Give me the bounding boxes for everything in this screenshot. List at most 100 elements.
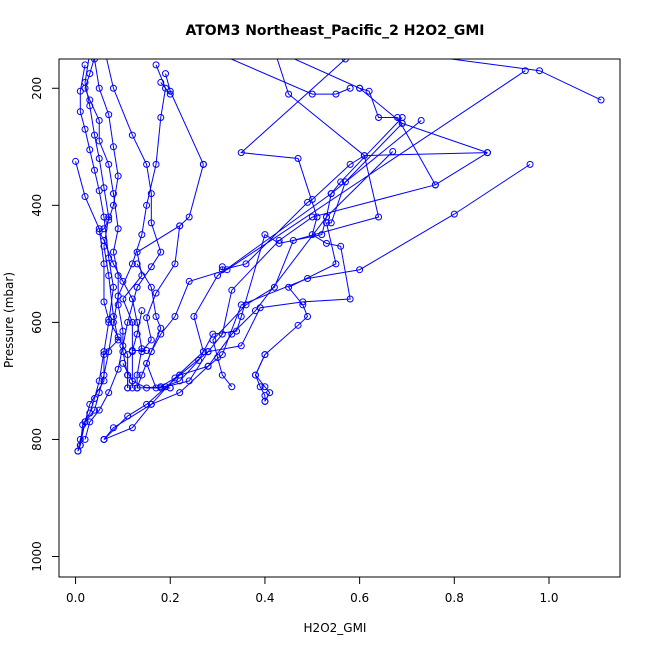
data-point — [100, 260, 108, 268]
data-point — [299, 301, 307, 309]
data-point — [261, 231, 269, 239]
series-10 — [162, 70, 207, 168]
data-point — [398, 114, 406, 122]
data-point — [105, 348, 113, 356]
data-point — [133, 371, 141, 379]
data-point — [119, 295, 127, 303]
series-line — [136, 70, 526, 389]
data-point — [597, 96, 605, 104]
data-point — [341, 178, 349, 186]
series-18 — [191, 38, 206, 50]
data-point — [143, 314, 151, 322]
series-line — [254, 123, 403, 402]
data-point — [322, 213, 330, 221]
data-point — [199, 348, 207, 356]
series-20 — [251, 119, 406, 405]
data-point — [375, 213, 383, 221]
data-point — [157, 78, 165, 86]
series-line — [229, 59, 351, 95]
data-point — [375, 114, 383, 122]
data-point — [294, 321, 302, 329]
data-point — [138, 348, 146, 356]
data-point — [143, 160, 151, 168]
data-point — [251, 371, 259, 379]
data-point — [95, 116, 103, 124]
data-point — [200, 38, 206, 44]
data-point — [133, 260, 141, 268]
data-point — [81, 435, 89, 443]
series-line — [131, 310, 147, 351]
y-axis-label: Pressure (mbar) — [2, 272, 16, 368]
data-point — [100, 371, 108, 379]
data-point — [95, 137, 103, 145]
plot-area — [72, 38, 605, 455]
data-point — [215, 50, 221, 56]
data-point — [199, 160, 207, 168]
data-point — [162, 70, 170, 78]
data-point — [393, 114, 401, 122]
data-point — [133, 283, 141, 291]
data-point — [256, 383, 264, 391]
data-point — [204, 362, 212, 370]
data-point — [152, 160, 160, 168]
x-tick-label: 1.0 — [539, 591, 558, 605]
data-point — [133, 248, 141, 256]
data-point — [483, 149, 491, 157]
x-tick-label: 0.6 — [350, 591, 369, 605]
series-14 — [447, 59, 605, 104]
data-point — [171, 313, 179, 321]
data-point — [109, 84, 117, 92]
data-point — [214, 272, 222, 280]
x-tick-label: 0.0 — [66, 591, 85, 605]
y-tick-label: 200 — [30, 77, 44, 100]
x-axis: 0.0 0.2 0.4 0.6 0.8 1.0 — [66, 576, 559, 605]
data-point — [190, 313, 198, 321]
y-tick-label: 600 — [30, 311, 44, 334]
data-point — [261, 397, 269, 405]
data-point — [76, 87, 84, 95]
data-point — [124, 318, 132, 326]
data-point — [105, 111, 113, 119]
data-point — [304, 198, 312, 206]
data-point — [157, 114, 165, 122]
data-point — [237, 313, 245, 321]
data-point — [147, 348, 155, 356]
series-13 — [128, 307, 151, 354]
data-point — [95, 389, 103, 397]
data-point — [176, 222, 184, 230]
series-2 — [91, 59, 146, 392]
data-point — [138, 231, 146, 239]
data-point — [185, 213, 193, 221]
data-point — [114, 225, 122, 233]
data-point — [109, 201, 117, 209]
data-point — [81, 61, 89, 69]
series-25 — [293, 59, 439, 189]
data-point — [228, 383, 236, 391]
data-point — [128, 384, 136, 392]
data-point — [327, 190, 335, 198]
series-line — [194, 41, 203, 47]
data-point — [308, 231, 316, 239]
series-line — [137, 59, 351, 389]
data-point — [133, 384, 141, 392]
data-point — [304, 313, 312, 321]
data-point — [157, 330, 165, 338]
series-28 — [251, 351, 269, 405]
plot-frame — [58, 58, 621, 578]
data-point — [275, 239, 283, 247]
series-line — [160, 152, 488, 388]
data-point — [204, 348, 212, 356]
data-point — [91, 406, 99, 414]
x-tick-label: 0.8 — [445, 591, 464, 605]
data-point — [304, 274, 312, 282]
series-line — [77, 59, 119, 452]
data-point — [337, 178, 345, 186]
series-line — [122, 164, 204, 388]
data-point — [74, 447, 82, 455]
data-point — [109, 283, 117, 291]
data-point — [346, 160, 354, 168]
data-point — [100, 298, 108, 306]
data-point — [128, 424, 136, 432]
series-4 — [72, 157, 132, 392]
data-point — [223, 266, 231, 274]
